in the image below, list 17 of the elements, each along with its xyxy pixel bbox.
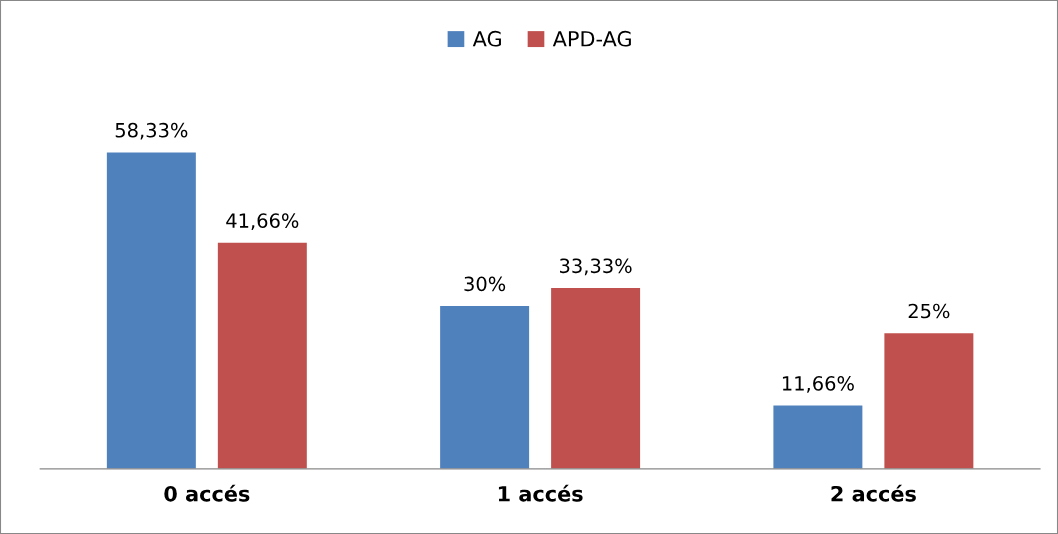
data-label: 30% — [464, 276, 506, 292]
legend-label: APD-AG — [552, 30, 631, 47]
x-tick-label: 1 accés — [498, 484, 583, 502]
data-label: 33,33% — [560, 258, 632, 276]
bar — [440, 306, 530, 469]
x-tick-label: 2 accés — [831, 484, 916, 502]
legend-label: AG — [472, 30, 501, 47]
data-label: 41,66% — [226, 213, 299, 230]
bar — [551, 288, 641, 469]
data-label: 11,66% — [782, 376, 854, 393]
bar — [884, 333, 974, 469]
data-label: 25% — [908, 303, 950, 319]
bar — [773, 405, 863, 469]
data-label: 58,33% — [115, 122, 188, 140]
bar — [106, 152, 196, 469]
x-tick-label: 0 accés — [164, 484, 250, 502]
bar — [217, 242, 307, 469]
